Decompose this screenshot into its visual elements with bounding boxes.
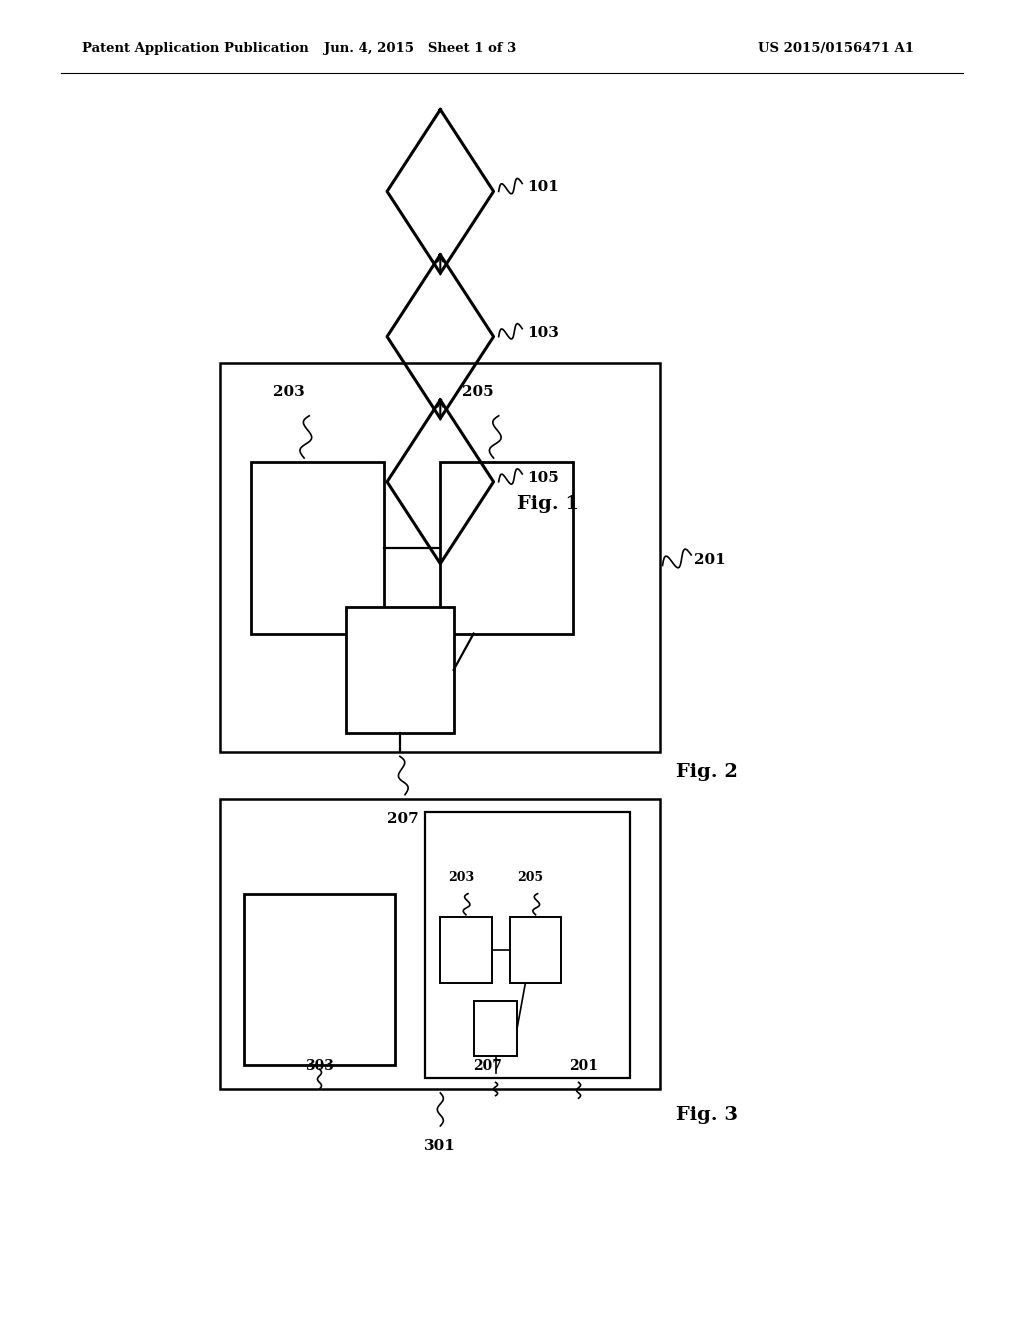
Text: Patent Application Publication: Patent Application Publication: [82, 42, 308, 55]
Bar: [346, 607, 454, 733]
Text: Fig. 2: Fig. 2: [676, 763, 737, 781]
Text: 101: 101: [527, 181, 559, 194]
Bar: [510, 917, 561, 983]
Text: 103: 103: [527, 326, 559, 339]
Text: 105: 105: [527, 471, 559, 484]
Text: US 2015/0156471 A1: US 2015/0156471 A1: [758, 42, 913, 55]
Text: Fig. 1: Fig. 1: [517, 495, 579, 513]
Text: Jun. 4, 2015   Sheet 1 of 3: Jun. 4, 2015 Sheet 1 of 3: [324, 42, 516, 55]
Bar: [474, 1001, 517, 1056]
Text: 207: 207: [387, 812, 419, 826]
Text: 201: 201: [694, 553, 726, 568]
Text: Fig. 3: Fig. 3: [676, 1106, 737, 1125]
Text: 303: 303: [305, 1059, 334, 1073]
Text: 201: 201: [569, 1059, 598, 1073]
Bar: [220, 363, 660, 752]
Bar: [244, 894, 395, 1065]
Bar: [251, 462, 384, 634]
Text: 205: 205: [463, 384, 494, 399]
Bar: [440, 917, 492, 983]
Text: 207: 207: [473, 1059, 502, 1073]
Text: 301: 301: [424, 1139, 457, 1154]
Bar: [220, 799, 660, 1089]
Bar: [425, 812, 630, 1078]
Text: 203: 203: [272, 384, 305, 399]
Bar: [440, 462, 573, 634]
Text: 205: 205: [517, 871, 544, 884]
Text: 203: 203: [447, 871, 474, 884]
